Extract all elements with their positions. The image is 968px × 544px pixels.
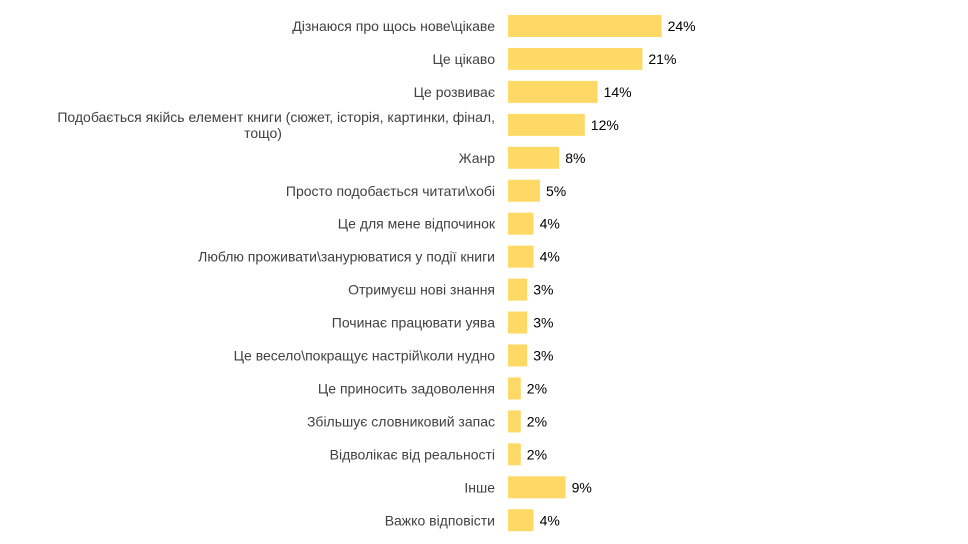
bar-15 bbox=[508, 509, 534, 532]
category-label-9: Починає працювати уява bbox=[332, 315, 495, 331]
category-label-8: Отримуєш нові знання bbox=[348, 282, 495, 298]
bar-13 bbox=[508, 443, 521, 466]
category-label-6: Це для мене відпочинок bbox=[338, 216, 496, 232]
bar-14 bbox=[508, 476, 566, 499]
bar-2 bbox=[508, 80, 598, 103]
value-label-7: 4% bbox=[540, 249, 560, 265]
value-label-5: 5% bbox=[546, 183, 566, 199]
category-labels: Дізнаюся про щось нове\цікаве Це цікаво Це… bbox=[57, 18, 496, 528]
bar-3 bbox=[508, 113, 585, 136]
value-label-14: 9% bbox=[572, 479, 592, 495]
category-label-1: Це цікаво bbox=[433, 51, 496, 67]
category-label-15: Важко відповісти bbox=[385, 512, 495, 528]
bar-4 bbox=[508, 146, 560, 169]
category-label-10: Це весело\покращує настрій\коли нудно bbox=[234, 348, 496, 364]
value-label-9: 3% bbox=[533, 315, 553, 331]
value-label-11: 2% bbox=[527, 380, 547, 396]
category-label-5: Просто подобається читати\хобі bbox=[286, 183, 495, 199]
bar-5 bbox=[508, 179, 540, 202]
value-label-4: 8% bbox=[565, 150, 585, 166]
bar-11 bbox=[508, 377, 521, 400]
bar-8 bbox=[508, 278, 528, 301]
value-label-2: 14% bbox=[604, 84, 632, 100]
value-label-6: 4% bbox=[540, 216, 560, 232]
value-label-10: 3% bbox=[533, 348, 553, 364]
value-label-15: 4% bbox=[540, 512, 560, 528]
value-label-12: 2% bbox=[527, 413, 547, 429]
bar-6 bbox=[508, 212, 534, 235]
value-label-8: 3% bbox=[533, 282, 553, 298]
category-label-2: Це розвиває bbox=[414, 84, 495, 100]
value-label-13: 2% bbox=[527, 446, 547, 462]
bars bbox=[508, 15, 662, 532]
category-label-3: Подобається якійсь елемент книги (сюжет,… bbox=[57, 109, 495, 141]
bar-7 bbox=[508, 245, 534, 268]
value-label-3: 12% bbox=[591, 117, 619, 133]
category-label-4: Жанр bbox=[459, 150, 496, 166]
value-label-0: 24% bbox=[668, 18, 696, 34]
bar-1 bbox=[508, 47, 643, 70]
category-label-0: Дізнаюся про щось нове\цікаве bbox=[292, 18, 495, 34]
bar-12 bbox=[508, 410, 521, 433]
bar-0 bbox=[508, 15, 662, 37]
category-label-7: Люблю проживати\занурюватися у події кни… bbox=[198, 249, 495, 265]
value-label-1: 21% bbox=[648, 51, 676, 67]
category-label-11: Це приносить задоволення bbox=[318, 380, 495, 396]
value-labels: 24% 21% 14% 12% 8% 5% 4% 4% 3% 3% 3% 2% 2% 2% 9% 4% bbox=[527, 18, 696, 528]
category-label-12: Збільшує словниковий запас bbox=[307, 413, 495, 429]
bar-10 bbox=[508, 344, 528, 367]
category-label-13: Відволікає від реальності bbox=[330, 446, 495, 462]
bar-9 bbox=[508, 311, 528, 334]
category-label-14: Інше bbox=[464, 479, 495, 495]
